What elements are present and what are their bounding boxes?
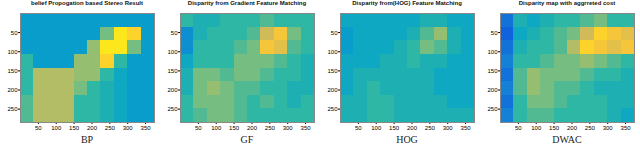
svg-text:100: 100 (327, 49, 338, 55)
svg-text:150: 150 (167, 68, 178, 74)
html-text:Disparity from(HOG) Feature Ma: Disparity from(HOG) Feature Matching (352, 0, 462, 6)
svg-text:350: 350 (141, 125, 152, 131)
svg-text:150: 150 (487, 68, 498, 74)
svg-text:300: 300 (603, 125, 614, 131)
svg-text:250: 250 (425, 125, 436, 131)
svg-text:250: 250 (7, 106, 18, 112)
svg-text:250: 250 (265, 125, 276, 131)
svg-text:150: 150 (389, 125, 400, 131)
html-text:Disparity from Gradient Featur: Disparity from Gradient Feature Matching (187, 0, 307, 6)
svg-text:200: 200 (87, 125, 98, 131)
svg-text:50: 50 (35, 125, 42, 131)
svg-text:100: 100 (211, 125, 222, 131)
svg-text:300: 300 (283, 125, 294, 131)
svg-text:200: 200 (567, 125, 578, 131)
html-text:Disparity map with aggrreted c: Disparity map with aggrreted cost (518, 0, 616, 6)
svg-text:100: 100 (51, 125, 62, 131)
svg-text:50: 50 (11, 30, 18, 36)
svg-text:250: 250 (105, 125, 116, 131)
svg-text:50: 50 (171, 30, 178, 36)
svg-text:200: 200 (327, 87, 338, 93)
svg-text:150: 150 (327, 68, 338, 74)
svg-text:100: 100 (167, 49, 178, 55)
svg-text:50: 50 (491, 30, 498, 36)
svg-text:50: 50 (331, 30, 338, 36)
svg-text:350: 350 (461, 125, 472, 131)
svg-text:350: 350 (301, 125, 312, 131)
svg-text:150: 150 (7, 68, 18, 74)
html-text:DWAC: DWAC (552, 134, 582, 145)
svg-text:250: 250 (487, 106, 498, 112)
html-text:belief Propogation based Stere: belief Propogation based Stereo Result (31, 0, 143, 6)
svg-text:350: 350 (621, 125, 632, 131)
svg-text:200: 200 (247, 125, 258, 131)
html-text:HOG: HOG (396, 134, 418, 145)
svg-text:50: 50 (515, 125, 522, 131)
svg-text:150: 150 (549, 125, 560, 131)
svg-text:250: 250 (327, 106, 338, 112)
svg-text:300: 300 (123, 125, 134, 131)
svg-text:250: 250 (167, 106, 178, 112)
html-text:GF: GF (240, 134, 254, 145)
svg-text:100: 100 (487, 49, 498, 55)
svg-text:200: 200 (487, 87, 498, 93)
svg-text:200: 200 (7, 87, 18, 93)
svg-text:150: 150 (229, 125, 240, 131)
svg-text:100: 100 (531, 125, 542, 131)
html-text:BP: BP (80, 134, 94, 145)
svg-text:200: 200 (407, 125, 418, 131)
svg-text:150: 150 (69, 125, 80, 131)
svg-text:100: 100 (7, 49, 18, 55)
svg-text:200: 200 (167, 87, 178, 93)
svg-text:300: 300 (443, 125, 454, 131)
svg-text:50: 50 (355, 125, 362, 131)
svg-text:100: 100 (371, 125, 382, 131)
svg-text:50: 50 (195, 125, 202, 131)
svg-text:250: 250 (585, 125, 596, 131)
